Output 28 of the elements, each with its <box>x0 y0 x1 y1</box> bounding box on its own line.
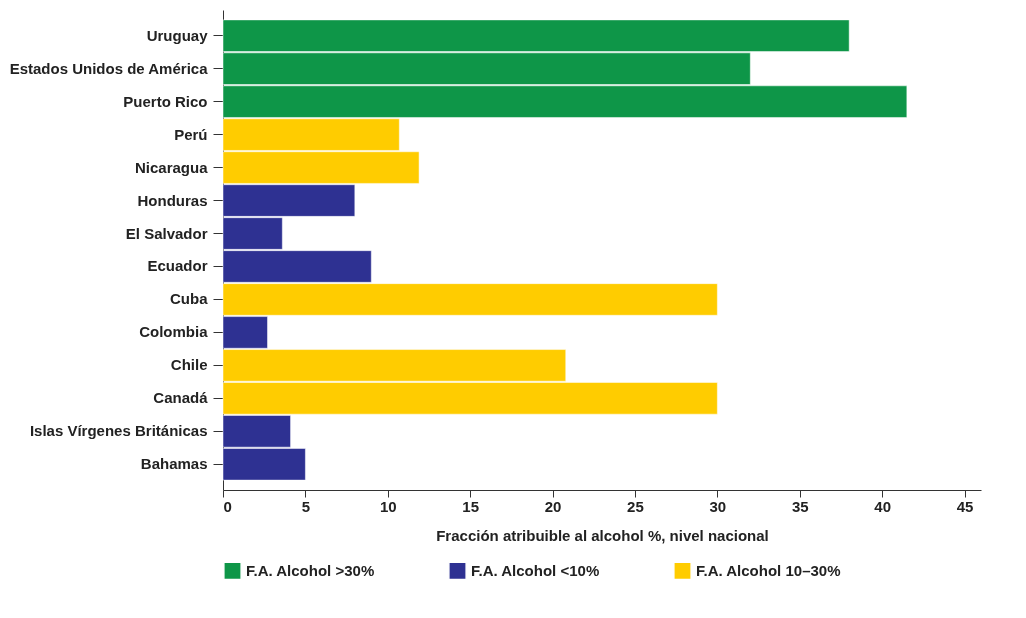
y-tick-label: Bahamas <box>140 455 208 473</box>
y-tick-label: Canadá <box>153 389 209 407</box>
legend-label: F.A. Alcohol >30% <box>246 561 375 579</box>
y-tick-label: Puerto Rico <box>123 92 208 110</box>
x-axis-title: Fracción atribuible al alcohol %, nivel nacional <box>436 526 769 544</box>
x-tick-label: 20 <box>544 497 562 515</box>
y-tick-label: Estados Unidos de América <box>9 59 209 77</box>
y-tick-label: El Salvador <box>125 224 208 242</box>
y-tick-label: Perú <box>174 125 208 143</box>
y-tick-label: Ecuador <box>147 257 208 275</box>
x-tick-label: 25 <box>627 497 644 515</box>
x-tick-label: 15 <box>462 497 480 515</box>
legend-label: F.A. Alcohol 10–30% <box>696 561 841 579</box>
x-tick-label: 10 <box>379 497 397 515</box>
y-tick-label: Nicaragua <box>134 158 209 176</box>
y-tick-label: Islas Vírgenes Británicas <box>29 422 208 440</box>
y-tick-label: Cuba <box>170 290 209 308</box>
x-tick-label: 30 <box>709 497 727 515</box>
x-tick-label: 40 <box>874 497 891 515</box>
x-tick-label: 45 <box>956 497 974 515</box>
x-tick-label: 0 <box>223 497 232 515</box>
y-tick-label: Chile <box>170 356 208 374</box>
y-tick-label: Honduras <box>137 191 208 209</box>
y-tick-label: Colombia <box>139 323 209 341</box>
y-tick-label: Uruguay <box>146 26 209 44</box>
x-tick-label: 5 <box>301 497 311 515</box>
legend-label: F.A. Alcohol <10% <box>471 561 600 579</box>
x-tick-label: 35 <box>791 497 809 515</box>
